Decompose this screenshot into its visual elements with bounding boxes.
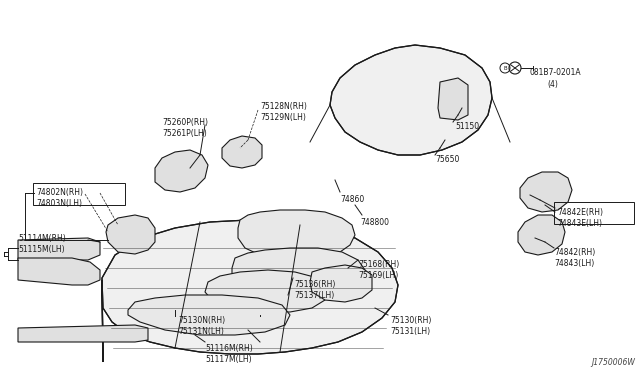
Text: 51114M(RH): 51114M(RH) [18,234,66,243]
Text: 74842(RH): 74842(RH) [554,248,595,257]
Text: 75168(RH): 75168(RH) [358,260,399,269]
Text: (4): (4) [547,80,558,89]
Polygon shape [106,215,155,254]
Text: 74843(LH): 74843(LH) [554,259,595,268]
Polygon shape [438,78,468,120]
Polygon shape [18,258,100,285]
Polygon shape [102,220,398,362]
Polygon shape [205,270,328,312]
Text: 51150: 51150 [455,122,479,131]
Polygon shape [310,265,372,302]
Text: 74842E(RH): 74842E(RH) [557,208,603,217]
Text: 75131(LH): 75131(LH) [390,327,430,336]
Polygon shape [128,295,290,335]
Polygon shape [520,172,572,212]
Polygon shape [330,45,492,155]
Text: 51116M(RH): 51116M(RH) [205,344,253,353]
Text: 75130N(RH): 75130N(RH) [178,316,225,325]
Text: 75261P(LH): 75261P(LH) [162,129,207,138]
Polygon shape [155,150,208,192]
Text: 75128N(RH): 75128N(RH) [260,102,307,111]
Text: 74803N(LH): 74803N(LH) [36,199,82,208]
Text: 75131N(LH): 75131N(LH) [178,327,224,336]
Text: 74843E(LH): 74843E(LH) [557,219,602,228]
Text: 75129N(LH): 75129N(LH) [260,113,306,122]
Polygon shape [238,210,355,258]
Text: 75650: 75650 [435,155,460,164]
Polygon shape [222,136,262,168]
Text: B: B [503,65,507,71]
Text: 748800: 748800 [360,218,389,227]
Text: 75136(RH): 75136(RH) [294,280,335,289]
Polygon shape [232,248,365,298]
Text: J1750006W: J1750006W [591,358,635,367]
Polygon shape [18,238,100,260]
Text: 75169(LH): 75169(LH) [358,271,398,280]
Text: 75260P(RH): 75260P(RH) [162,118,208,127]
Text: 74802N(RH): 74802N(RH) [36,188,83,197]
Text: 51115M(LH): 51115M(LH) [18,245,65,254]
Text: 74860: 74860 [340,195,364,204]
Text: 081B7-0201A: 081B7-0201A [530,68,582,77]
Text: 51117M(LH): 51117M(LH) [205,355,252,364]
Polygon shape [518,215,565,255]
Polygon shape [18,325,148,342]
Circle shape [509,62,521,74]
Text: 75137(LH): 75137(LH) [294,291,334,300]
Text: 75130(RH): 75130(RH) [390,316,431,325]
